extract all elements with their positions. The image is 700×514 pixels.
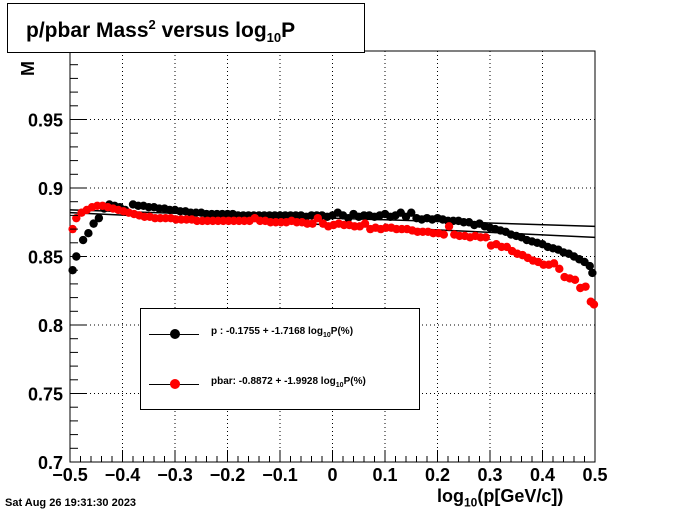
x-tick-label: −0.4 (105, 465, 141, 485)
legend-entry-p: p : -0.1755 + -1.7168 log10P(%) (149, 326, 414, 342)
legend: p : -0.1755 + -1.7168 log10P(%) pbar: -0… (140, 308, 420, 410)
y-tick-label: 0.8 (38, 316, 63, 336)
legend-label: p : -0.1755 + -1.7168 log10P(%) (211, 326, 354, 339)
x-axis-title: log10(p[GeV/c]) (437, 486, 564, 510)
y-tick-label: 0.85 (28, 248, 63, 268)
legend-marker (170, 329, 180, 339)
title-box: p/pbar Mass2 versus log10P (7, 3, 365, 53)
data-point-pbar (308, 219, 317, 228)
data-point-pbar (481, 233, 490, 242)
x-tick-label: 0.4 (530, 465, 555, 485)
data-points (68, 200, 599, 309)
x-tick-label: −0.2 (210, 465, 246, 485)
y-tick-label: 0.7 (38, 453, 63, 473)
title-middle: versus log (155, 19, 267, 42)
data-point-pbar (444, 222, 454, 231)
x-tick-label: −0.5 (52, 465, 88, 485)
axis-tick-labels: −0.5 −0.4 −0.3 −0.2 −0.1 0 0.1 0.2 0.3 0.4 0.5 0.7 0… (28, 111, 608, 486)
x-tick-label: 0.3 (477, 465, 502, 485)
y-tick-label: 0.95 (28, 111, 63, 131)
grid-lines (70, 51, 595, 462)
data-point-p (89, 219, 98, 228)
y-tick-label: 0.75 (28, 385, 63, 405)
axis-ticks (69, 64, 596, 463)
y-tick-label: 0.9 (38, 179, 63, 199)
data-point-p (94, 213, 104, 223)
data-point-pbar (555, 264, 564, 274)
data-point-p (588, 268, 597, 278)
data-point-pbar (570, 275, 580, 284)
data-point-p (84, 229, 93, 238)
y-axis-label-fragment: M (18, 61, 38, 76)
data-point-pbar (549, 259, 559, 268)
x-tick-label: 0.5 (582, 465, 607, 485)
timestamp: Sat Aug 26 19:31:30 2023 (5, 497, 137, 509)
title-subscript: 10 (266, 30, 282, 46)
legend-marker (170, 379, 180, 389)
data-point-p (585, 261, 594, 271)
data-point-pbar (313, 213, 322, 223)
data-point-pbar (589, 300, 599, 309)
x-tick-label: 0 (327, 465, 337, 485)
data-point-pbar (439, 230, 448, 239)
data-point-pbar (72, 213, 81, 223)
title-suffix: P (281, 19, 296, 42)
data-point-pbar (360, 219, 370, 228)
x-tick-label: −0.1 (262, 465, 298, 485)
data-point-pbar (581, 282, 590, 291)
title-prefix: p/pbar Mass (26, 19, 149, 42)
legend-entry-pbar: pbar: -0.8872 + -1.9928 log10P(%) (149, 376, 414, 392)
title-superscript: 2 (148, 17, 156, 32)
chart-title: p/pbar Mass2 versus log10P (26, 17, 295, 45)
data-point-p (407, 208, 416, 217)
x-tick-label: 0.2 (425, 465, 450, 485)
data-point-p (78, 235, 88, 245)
legend-label: pbar: -0.8872 + -1.9928 log10P(%) (211, 376, 366, 389)
x-tick-label: −0.3 (157, 465, 193, 485)
x-tick-label: 0.1 (372, 465, 397, 485)
